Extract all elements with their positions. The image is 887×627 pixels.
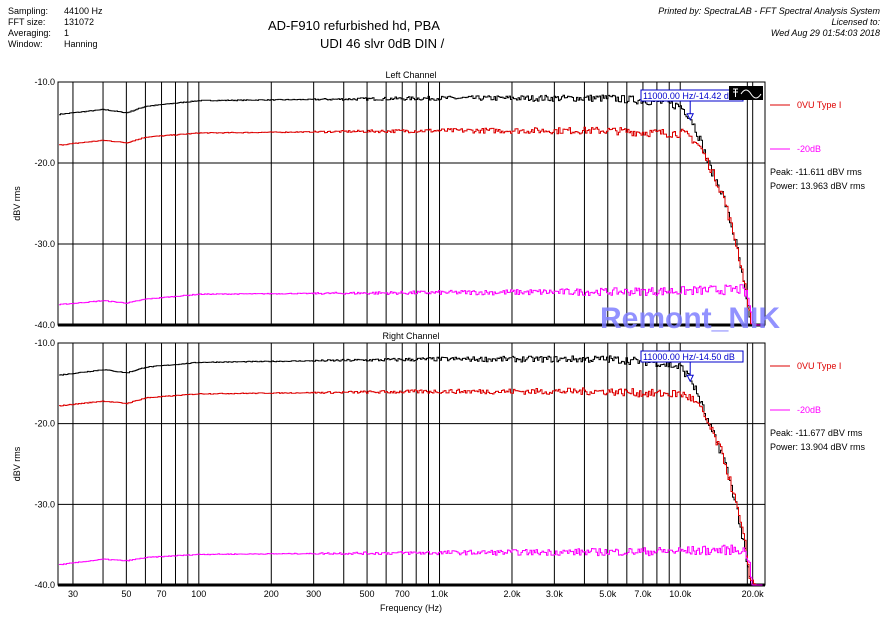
legend-label: 0VU Type I <box>797 361 841 371</box>
marker-label: 11000.00 Hz/-14.42 dB <box>643 91 735 101</box>
chart-title-line2: UDI 46 slvr 0dB DIN / <box>320 36 445 51</box>
info-value: Hanning <box>64 39 98 49</box>
panel-title: Right Channel <box>382 331 439 341</box>
marker-triangle-icon <box>686 374 695 383</box>
x-tick-label: 70 <box>157 589 167 599</box>
marker-triangle-icon <box>686 113 695 121</box>
peak-readout: Peak: -11.611 dBV rms <box>770 167 862 177</box>
power-readout: Power: 13.904 dBV rms <box>770 442 866 452</box>
x-tick-label: 3.0k <box>546 589 564 599</box>
panel-title: Left Channel <box>385 70 436 80</box>
info-label: Averaging: <box>8 28 51 38</box>
y-tick-label: -30.0 <box>34 239 55 249</box>
x-tick-label: 500 <box>360 589 375 599</box>
series-line--20db <box>59 284 763 326</box>
y-tick-label: -10.0 <box>34 338 55 348</box>
info-label: FFT size: <box>8 17 46 27</box>
legend-label: 0VU Type I <box>797 100 841 110</box>
pin-icon <box>733 88 738 97</box>
series-line-0vu-type-i <box>59 126 763 326</box>
y-tick-label: -10.0 <box>34 77 55 87</box>
x-tick-label: 700 <box>395 589 410 599</box>
licensed-to: Licensed to: <box>831 17 880 27</box>
series-line--20db <box>59 544 763 586</box>
legend-label: -20dB <box>797 144 821 154</box>
waveform-icon <box>740 89 762 99</box>
x-tick-label: 1.0k <box>431 589 449 599</box>
x-tick-label: 50 <box>121 589 131 599</box>
x-tick-label: 10.0k <box>669 589 692 599</box>
x-tick-label: 7.0k <box>634 589 652 599</box>
x-tick-label: 2.0k <box>503 589 521 599</box>
info-label: Sampling: <box>8 6 49 16</box>
y-axis-label: dBV rms <box>12 186 22 221</box>
y-tick-label: -30.0 <box>34 499 55 509</box>
timestamp: Wed Aug 29 01:54:03 2018 <box>770 28 880 38</box>
chart-title-line1: AD-F910 refurbished hd, PBA <box>268 18 440 33</box>
peak-readout: Peak: -11.677 dBV rms <box>770 428 863 438</box>
y-tick-label: -40.0 <box>34 580 55 590</box>
y-axis-label: dBV rms <box>12 446 22 481</box>
info-value: 44100 Hz <box>64 6 103 16</box>
y-tick-label: -40.0 <box>34 320 55 330</box>
plot-area <box>57 81 766 326</box>
x-tick-label: 300 <box>306 589 321 599</box>
x-tick-label: 100 <box>191 589 206 599</box>
marker-label-box <box>640 350 744 363</box>
info-value: 1 <box>64 28 70 38</box>
x-tick-label: 20.0k <box>742 589 765 599</box>
x-tick-label: 30 <box>68 589 78 599</box>
x-axis-label: Frequency (Hz) <box>380 603 442 613</box>
x-tick-label: 5.0k <box>599 589 617 599</box>
watermark: Remont_NIK <box>600 302 780 335</box>
y-tick-label: -20.0 <box>34 158 55 168</box>
series-line-0vu-type-i <box>59 387 763 586</box>
x-tick-label: 200 <box>264 589 279 599</box>
y-tick-label: -20.0 <box>34 419 55 429</box>
info-value: 131072 <box>64 17 95 27</box>
printed-by: Printed by: SpectraLAB - FFT Spectral An… <box>658 6 880 16</box>
power-readout: Power: 13.963 dBV rms <box>770 181 866 191</box>
marker-label: 11000.00 Hz/-14.50 dB <box>643 352 735 362</box>
legend-label: -20dB <box>797 405 821 415</box>
info-label: Window: <box>8 39 43 49</box>
